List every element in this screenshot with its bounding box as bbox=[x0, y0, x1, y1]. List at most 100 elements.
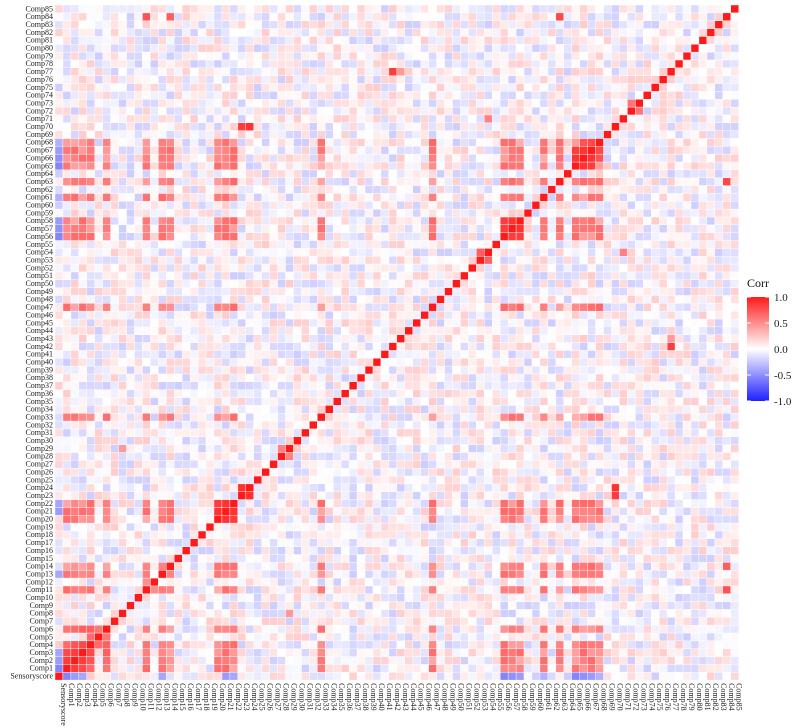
heatmap-cell bbox=[253, 413, 262, 422]
heatmap-cell bbox=[253, 546, 262, 555]
heatmap-cell bbox=[547, 310, 557, 320]
heatmap-cell bbox=[444, 232, 453, 241]
heatmap-cell bbox=[484, 467, 493, 477]
heatmap-cell bbox=[341, 365, 350, 375]
heatmap-cell bbox=[197, 562, 207, 571]
heatmap-cell bbox=[285, 515, 294, 524]
heatmap-cell bbox=[150, 279, 159, 288]
heatmap-cell bbox=[531, 460, 541, 469]
heatmap-cell bbox=[706, 624, 716, 634]
heatmap-cell bbox=[515, 358, 525, 367]
heatmap-cell bbox=[62, 326, 72, 335]
heatmap-cell bbox=[428, 271, 437, 280]
heatmap-cell bbox=[325, 310, 334, 320]
heatmap-cell bbox=[714, 271, 723, 280]
heatmap-cell bbox=[730, 397, 739, 406]
heatmap-cell bbox=[603, 420, 612, 430]
heatmap-cell bbox=[515, 413, 525, 422]
heatmap-cell bbox=[253, 256, 262, 265]
heatmap-cell bbox=[293, 672, 302, 681]
heatmap-cell bbox=[571, 538, 580, 547]
heatmap-cell bbox=[523, 624, 533, 634]
heatmap-cell bbox=[515, 436, 525, 445]
heatmap-cell bbox=[666, 570, 676, 579]
heatmap-cell bbox=[189, 554, 199, 563]
heatmap-cell bbox=[651, 593, 660, 602]
heatmap-cell bbox=[611, 405, 620, 414]
heatmap-cell bbox=[412, 232, 421, 241]
heatmap-cell bbox=[730, 640, 739, 649]
heatmap-cell bbox=[452, 585, 461, 594]
heatmap-cell bbox=[659, 397, 668, 406]
heatmap-cell bbox=[595, 554, 604, 563]
heatmap-cell bbox=[730, 530, 739, 540]
heatmap-cell bbox=[118, 530, 127, 540]
heatmap-cell bbox=[293, 240, 302, 249]
heatmap-cell bbox=[62, 577, 72, 587]
heatmap-cell bbox=[253, 656, 262, 665]
heatmap-cell bbox=[78, 295, 87, 304]
heatmap-cell bbox=[690, 499, 700, 508]
heatmap-cell bbox=[563, 601, 572, 610]
heatmap-cell bbox=[261, 577, 270, 587]
heatmap-cell bbox=[595, 570, 604, 579]
heatmap-cell bbox=[428, 232, 437, 241]
heatmap-cell bbox=[126, 271, 135, 280]
heatmap-cell bbox=[690, 326, 700, 335]
heatmap-cell bbox=[651, 585, 660, 594]
heatmap-cell bbox=[698, 224, 708, 233]
heatmap-cell bbox=[730, 381, 739, 390]
heatmap-cell bbox=[181, 413, 191, 422]
heatmap-cell bbox=[142, 491, 151, 500]
heatmap-cell bbox=[682, 530, 692, 540]
heatmap-cell bbox=[126, 216, 135, 225]
heatmap-cell bbox=[507, 515, 517, 524]
heatmap-cell bbox=[253, 428, 262, 437]
heatmap-cell bbox=[205, 507, 215, 516]
heatmap-cell bbox=[714, 460, 723, 469]
heatmap-cell bbox=[698, 428, 708, 437]
heatmap-cell bbox=[666, 648, 676, 657]
heatmap-cell bbox=[555, 420, 564, 430]
heatmap-cell bbox=[54, 279, 64, 288]
heatmap-cell bbox=[62, 334, 72, 343]
heatmap-cell bbox=[468, 507, 477, 516]
heatmap-cell bbox=[285, 334, 294, 343]
heatmap-cell bbox=[54, 271, 64, 280]
heatmap-cell bbox=[515, 467, 525, 477]
heatmap-cell bbox=[253, 515, 262, 524]
heatmap-cell bbox=[372, 507, 382, 516]
heatmap-cell bbox=[229, 334, 239, 343]
heatmap-cell bbox=[269, 405, 278, 414]
heatmap-cell bbox=[118, 436, 127, 445]
heatmap-cell bbox=[476, 436, 485, 445]
heatmap-cell bbox=[404, 609, 413, 618]
heatmap-cell bbox=[460, 240, 469, 249]
heatmap-cell bbox=[62, 358, 72, 367]
heatmap-cell bbox=[269, 389, 278, 398]
heatmap-cell bbox=[452, 554, 461, 563]
heatmap-cell bbox=[174, 287, 183, 296]
heatmap-cell bbox=[293, 538, 302, 547]
heatmap-cell bbox=[142, 279, 151, 288]
heatmap-cell bbox=[118, 538, 127, 547]
heatmap-cell bbox=[102, 507, 111, 516]
heatmap-cell bbox=[635, 617, 644, 626]
heatmap-cell bbox=[364, 342, 374, 351]
heatmap-cell bbox=[611, 413, 620, 422]
heatmap-cell bbox=[158, 546, 167, 555]
heatmap-cell bbox=[356, 397, 366, 406]
heatmap-cell bbox=[277, 640, 286, 649]
heatmap-cell bbox=[261, 436, 270, 445]
heatmap-cell bbox=[78, 609, 87, 618]
heatmap-cell bbox=[62, 648, 72, 657]
heatmap-cell bbox=[452, 279, 461, 288]
heatmap-cell bbox=[221, 648, 231, 657]
heatmap-cell bbox=[412, 601, 421, 610]
heatmap-cell bbox=[452, 577, 461, 587]
heatmap-cell bbox=[197, 318, 207, 328]
heatmap-cell bbox=[341, 601, 350, 610]
heatmap-cell bbox=[666, 397, 676, 406]
heatmap-cell bbox=[62, 256, 72, 265]
heatmap-cell bbox=[619, 617, 628, 626]
